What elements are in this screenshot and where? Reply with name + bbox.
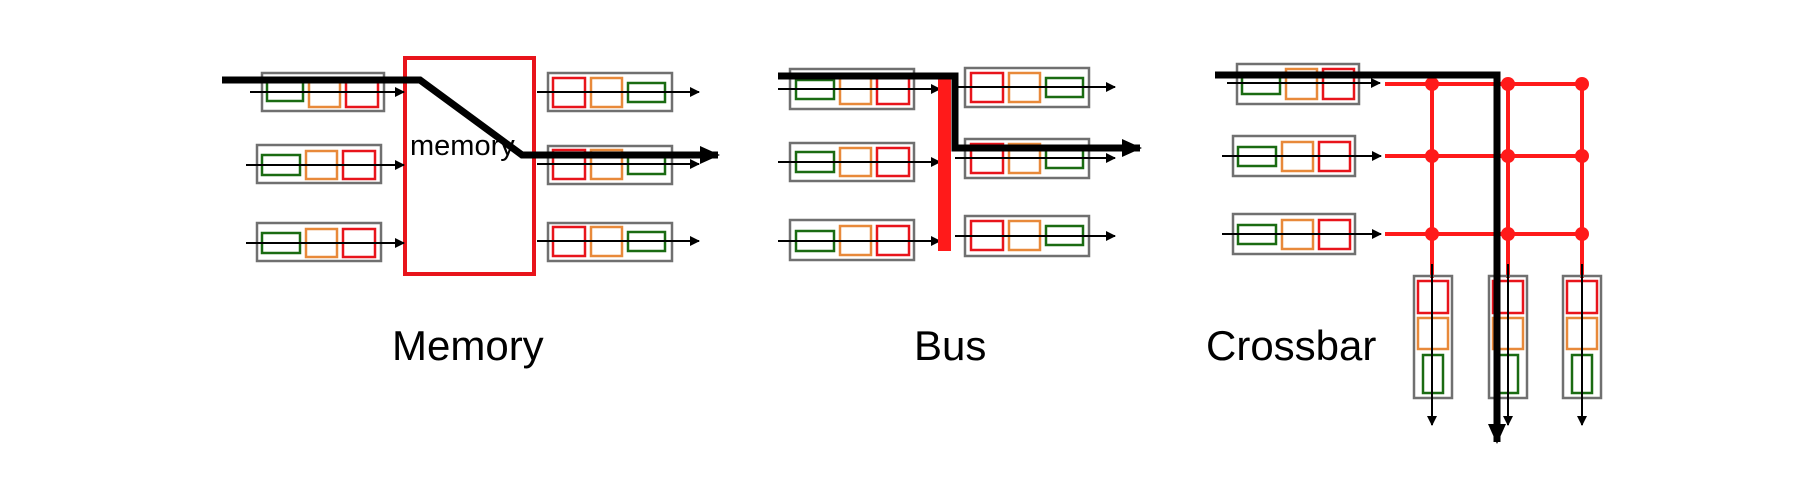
bus-input-port-1 (778, 67, 941, 111)
memory-diagram (222, 56, 720, 276)
crosspoint (1575, 149, 1589, 163)
memory-caption: Memory (392, 322, 544, 369)
crossbar-packet-path (1215, 71, 1506, 444)
crossbar-caption: Crossbar (1206, 322, 1377, 369)
crossbar-grid (1385, 82, 1584, 278)
crossbar-diagram (1215, 62, 1603, 444)
crosspoint (1425, 77, 1439, 91)
memory-output-port-3 (537, 221, 700, 263)
crossbar-crosspoints (1425, 77, 1589, 241)
memory-output-port-1 (537, 71, 700, 113)
memory-box (403, 56, 536, 276)
crosspoint (1501, 149, 1515, 163)
crosspoint (1425, 149, 1439, 163)
bus-input-port-2 (778, 141, 941, 183)
crossbar-input-port-3 (1222, 212, 1382, 256)
memory-input-port-3 (246, 221, 405, 263)
crossbar-input-port-2 (1222, 134, 1382, 178)
crosspoint (1425, 227, 1439, 241)
bus-output-port-3 (955, 214, 1116, 258)
memory-label: memory (410, 130, 515, 162)
crosspoint (1575, 77, 1589, 91)
crossbar-input-port-1 (1227, 62, 1381, 106)
bus-diagram (778, 66, 1142, 262)
bus-bar (938, 73, 951, 251)
bus-output-port-1 (955, 66, 1116, 109)
bus-output-port-2 (955, 137, 1116, 180)
bus-input-port-3 (778, 218, 941, 262)
memory-packet-path (222, 76, 720, 164)
memory-input-port-2 (246, 143, 405, 185)
crossbar-output-port-2 (1487, 264, 1529, 426)
bus-packet-path (778, 72, 1142, 157)
crossbar-output-port-3 (1561, 264, 1603, 426)
crosspoint (1501, 227, 1515, 241)
crosspoint (1575, 227, 1589, 241)
crossbar-output-port-1 (1412, 264, 1454, 426)
crosspoint (1501, 77, 1515, 91)
bus-caption: Bus (914, 322, 987, 369)
